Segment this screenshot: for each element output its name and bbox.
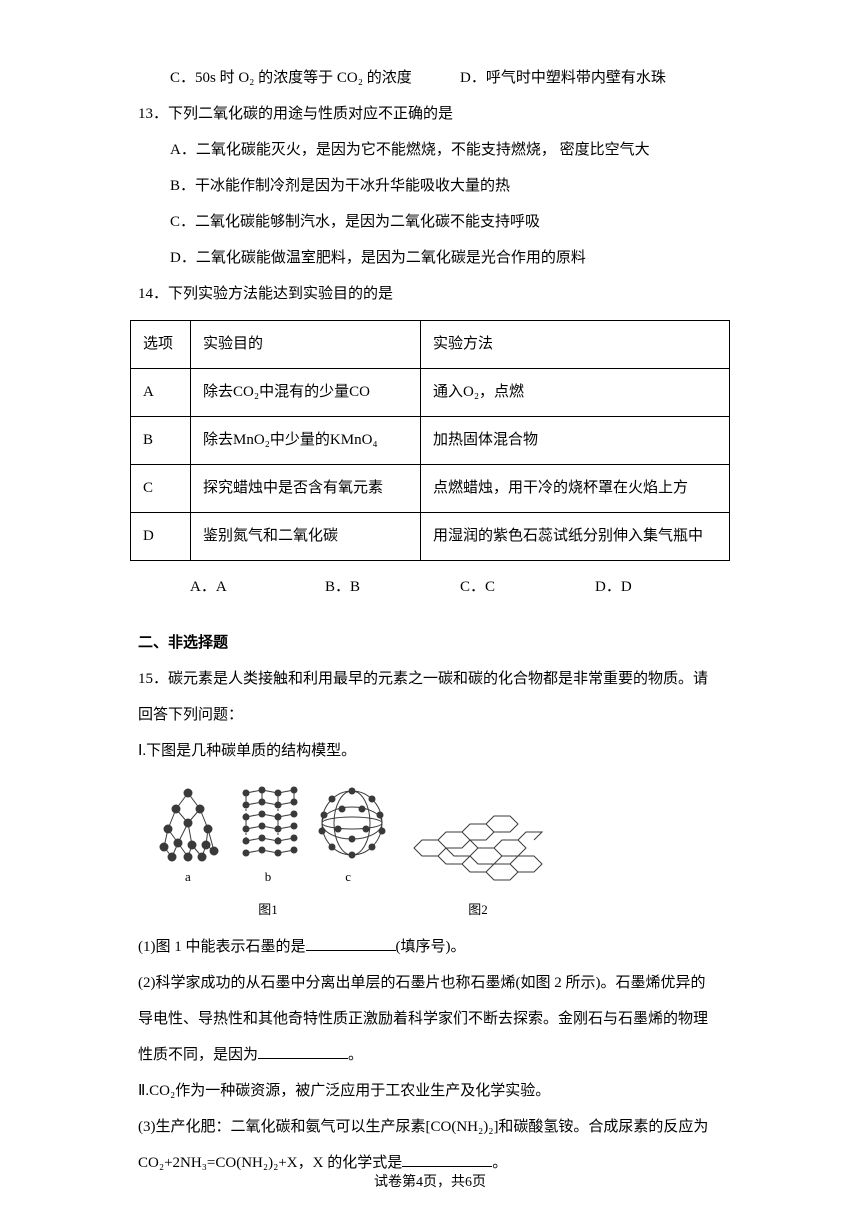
q12-option-d: D．呼气时中塑料带内壁有水珠	[460, 60, 730, 96]
blank-field	[258, 1044, 348, 1059]
q13-option-d: D．二氧化碳能做温室肥料，是因为二氧化碳是光合作用的原料	[130, 240, 730, 276]
blank-field	[306, 936, 396, 951]
fig-label-a: a	[185, 861, 191, 892]
q14-answer-b: B．B	[325, 569, 460, 605]
q12-option-c: C．50s 时 O₂ 的浓度等于 CO₂ 的浓度	[170, 60, 440, 96]
q15-sub3-line1: (3)生产化肥：二氧化碳和氨气可以生产尿素[CO(NH₂)₂]和碳酸氢铵。合成尿…	[130, 1109, 730, 1145]
q15-part1-intro: Ⅰ.下图是几种碳单质的结构模型。	[130, 733, 730, 769]
section-2-header: 二、非选择题	[130, 625, 730, 661]
q14-cell-key: A	[131, 369, 191, 417]
q14-cell-purpose: 探究蜡烛中是否含有氧元素	[191, 465, 421, 513]
table-row: D 鉴别氮气和二氧化碳 用湿润的紫色石蕊试纸分别伸入集气瓶中	[131, 513, 730, 561]
q15-sub2-line2: 导电性、导热性和其他奇特性质正激励着科学家们不断去探索。金刚石与石墨烯的物理	[130, 1001, 730, 1037]
table-row: A 除去CO₂中混有的少量CO 通入O₂，点燃	[131, 369, 730, 417]
q14-th-option: 选项	[131, 321, 191, 369]
q15-stem-line1: 15．碳元素是人类接触和利用最早的元素之一碳和碳的化合物都是非常重要的物质。请	[130, 661, 730, 697]
q14-cell-purpose: 除去CO₂中混有的少量CO	[191, 369, 421, 417]
q14-cell-key: B	[131, 417, 191, 465]
q14-cell-method: 加热固体混合物	[421, 417, 730, 465]
q14-stem: 14．下列实验方法能达到实验目的的是	[130, 276, 730, 312]
q15-sub2-line3: 性质不同，是因为 。	[130, 1037, 730, 1073]
q15-sub2-line1: (2)科学家成功的从石墨中分离出单层的石墨片也称石墨烯(如图 2 所示)。石墨烯…	[130, 965, 730, 1001]
fig-label-c: c	[345, 861, 351, 892]
q15-part2: Ⅱ.CO₂作为一种碳资源，被广泛应用于工农业生产及化学实验。	[130, 1073, 730, 1109]
q15-sub1-text: (1)图 1 中能表示石墨的是	[138, 939, 306, 955]
q14-answer-a: A．A	[190, 569, 325, 605]
q15-sub2c-text: 性质不同，是因为	[138, 1047, 258, 1063]
q15-sub2c-suffix: 。	[348, 1047, 363, 1063]
carbon-structure-figures: a b c 图1	[130, 769, 730, 929]
q14-cell-method: 用湿润的紫色石蕊试纸分别伸入集气瓶中	[421, 513, 730, 561]
table-row: B 除去MnO₂中少量的KMnO₄ 加热固体混合物	[131, 417, 730, 465]
q13-option-a: A．二氧化碳能灭火，是因为它不能燃烧，不能支持燃烧， 密度比空气大	[130, 132, 730, 168]
figure-2-icon	[408, 812, 548, 892]
q15-sub1: (1)图 1 中能表示石墨的是 (填序号)。	[130, 929, 730, 965]
fig1-caption: 图1	[258, 894, 278, 925]
q15-sub3b-suffix: 。	[492, 1155, 507, 1171]
q13-option-c: C．二氧化碳能够制汽水，是因为二氧化碳不能支持呼吸	[130, 204, 730, 240]
q14-cell-method: 点燃蜡烛，用干冷的烧杯罩在火焰上方	[421, 465, 730, 513]
q14-table: 选项 实验目的 实验方法 A 除去CO₂中混有的少量CO 通入O₂，点燃 B 除…	[130, 320, 730, 561]
q14-cell-method: 通入O₂，点燃	[421, 369, 730, 417]
q14-th-method: 实验方法	[421, 321, 730, 369]
q14-answer-d: D．D	[595, 569, 730, 605]
q14-cell-purpose: 鉴别氮气和二氧化碳	[191, 513, 421, 561]
q14-th-purpose: 实验目的	[191, 321, 421, 369]
blank-field	[402, 1152, 492, 1167]
q13-option-b: B．干冰能作制冷剂是因为干冰升华能吸收大量的热	[130, 168, 730, 204]
q15-stem-line2: 回答下列问题：	[130, 697, 730, 733]
q14-cell-key: C	[131, 465, 191, 513]
fig-label-b: b	[265, 861, 272, 892]
q15-sub3b-text: CO₂+2NH₃=CO(NH₂)₂+X，X 的化学式是	[138, 1155, 402, 1171]
fig2-caption: 图2	[468, 894, 488, 925]
figure-1-icon	[148, 781, 388, 865]
q14-cell-key: D	[131, 513, 191, 561]
q14-answer-c: C．C	[460, 569, 595, 605]
page-footer: 试卷第4页，共6页	[0, 1176, 860, 1190]
q14-cell-purpose: 除去MnO₂中少量的KMnO₄	[191, 417, 421, 465]
q15-sub1-suffix: (填序号)。	[396, 939, 466, 955]
q13-stem: 13．下列二氧化碳的用途与性质对应不正确的是	[130, 96, 730, 132]
table-row: C 探究蜡烛中是否含有氧元素 点燃蜡烛，用干冷的烧杯罩在火焰上方	[131, 465, 730, 513]
